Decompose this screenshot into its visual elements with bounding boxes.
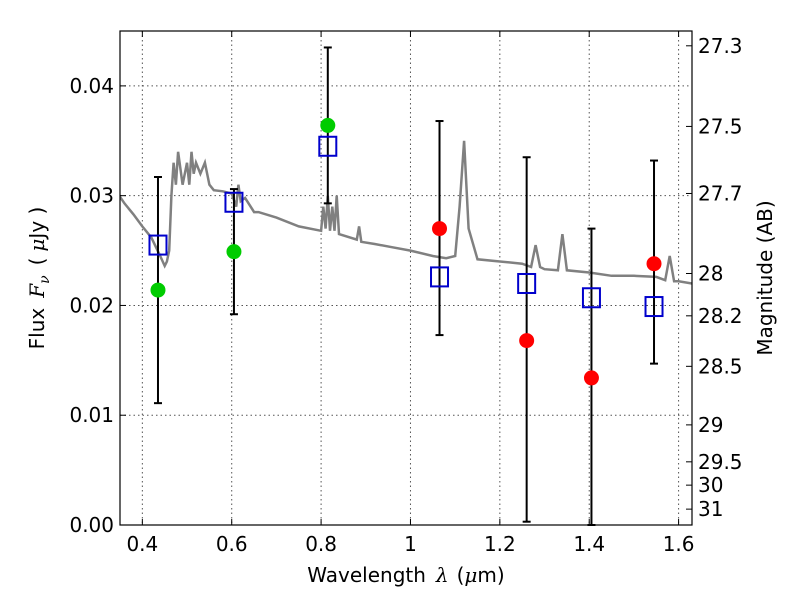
y2-tick-label: 28 — [698, 262, 723, 286]
ticks: 0.4 0.6 0.8 1 1.2 1.4 1.6 0.00 0.01 0.02 0.03 0.04 2… — [69, 31, 743, 556]
y-tick-label: 0.04 — [69, 74, 114, 98]
detections-point — [320, 117, 336, 133]
x-tick-label: 0.6 — [216, 532, 248, 556]
model-photometry-square — [581, 287, 601, 309]
model-photometry-square — [224, 191, 244, 213]
y2-tick-label: 31 — [698, 497, 723, 521]
y-axis-label: FluxFν(μJy ) — [25, 207, 53, 350]
x-tick-label: 1 — [404, 532, 417, 556]
marginal-point — [432, 221, 448, 237]
marginal-point — [583, 370, 599, 386]
y-tick-label: 0.02 — [69, 293, 114, 317]
y2-tick-label: 28.2 — [698, 304, 743, 328]
marginal-point — [519, 333, 535, 349]
y-tick-label: 0.01 — [69, 403, 114, 427]
x-tick-label: 1.4 — [573, 532, 605, 556]
y2-tick-label: 28.5 — [698, 354, 743, 378]
y2-tick-label: 30 — [698, 473, 723, 497]
model-photometry-square — [430, 266, 450, 288]
detections-point — [226, 244, 242, 260]
marginal-point — [646, 256, 662, 272]
detections-point — [150, 282, 166, 298]
y2-tick-label: 29.5 — [698, 450, 743, 474]
y2-tick-label: 27.7 — [698, 181, 743, 205]
y-tick-label: 0.00 — [69, 513, 114, 537]
y2-tick-label: 29 — [698, 413, 723, 437]
x-tick-label: 1.6 — [663, 532, 695, 556]
y-tick-label: 0.03 — [69, 184, 114, 208]
x-tick-label: 0.8 — [305, 532, 337, 556]
model-photometry-square — [148, 234, 168, 256]
model-photometry-square — [318, 135, 338, 157]
x-tick-label: 1.2 — [484, 532, 516, 556]
model-photometry-square — [644, 296, 664, 318]
x-axis-label: Wavelength λ (μm) — [307, 563, 504, 587]
y2-tick-label: 27.3 — [698, 34, 743, 58]
y2-tick-label: 27.5 — [698, 114, 743, 138]
model-photometry-square — [517, 272, 537, 294]
x-tick-label: 0.4 — [126, 532, 158, 556]
plot-frame — [119, 30, 693, 526]
y2-axis-label: Magnitude (AB) — [753, 200, 777, 355]
data-points — [148, 117, 664, 386]
